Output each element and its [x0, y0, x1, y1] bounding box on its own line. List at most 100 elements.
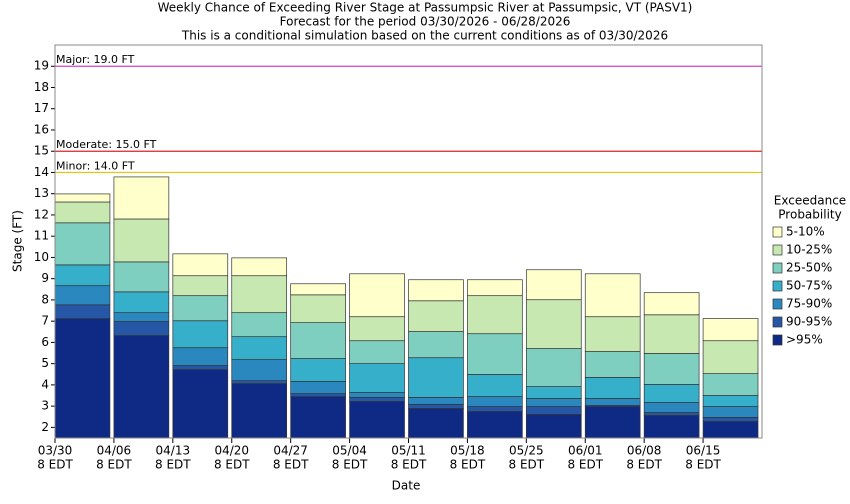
legend-label: 25-50%	[786, 261, 832, 275]
bar-segment	[54, 264, 111, 287]
x-tick-sublabel: 8 EDT	[214, 458, 250, 472]
bar-segment	[290, 283, 346, 296]
bar-segment	[113, 321, 170, 336]
bar-segment	[467, 333, 523, 375]
bar-segment	[54, 201, 111, 224]
threshold-label: Minor: 14.0 FT	[56, 159, 135, 172]
x-tick-sublabel: 8 EDT	[96, 458, 132, 472]
legend-title: Exceedance	[774, 194, 846, 208]
y-tick-label: 6	[41, 335, 49, 349]
bar-segment	[584, 273, 641, 318]
legend-label: 10-25%	[786, 243, 832, 257]
x-tick-label: 05/11	[391, 444, 426, 458]
bar-segment	[408, 331, 464, 359]
x-tick-label: 05/18	[450, 444, 485, 458]
bar-segment	[702, 406, 759, 418]
legend-label: >95%	[786, 333, 823, 347]
bar-segment	[54, 304, 111, 319]
bar-segment	[231, 380, 288, 384]
bar-segment	[467, 411, 523, 439]
bar-segment	[349, 363, 405, 393]
bar-segment	[231, 359, 288, 381]
x-tick-sublabel: 8 EDT	[155, 458, 191, 472]
y-tick-label: 12	[34, 207, 49, 221]
legend-label: 90-95%	[786, 315, 832, 329]
y-tick-label: 14	[34, 165, 49, 179]
bar-segment	[584, 406, 641, 439]
bar-segment	[113, 335, 170, 439]
bar-segment	[408, 408, 464, 439]
bar-segment	[349, 401, 405, 439]
bar-segment	[290, 381, 346, 394]
bar-segment	[702, 395, 759, 407]
bar-segment	[231, 275, 288, 314]
legend-swatch	[772, 316, 783, 328]
bar-segment	[349, 392, 405, 398]
bar-segment	[584, 316, 641, 352]
bar-segment	[172, 369, 229, 439]
y-tick-label: 17	[34, 101, 49, 115]
x-tick-label: 03/30	[38, 444, 73, 458]
bar-segment	[467, 279, 523, 297]
bar-segment	[643, 353, 700, 385]
y-tick-label: 13	[34, 186, 49, 200]
bar-segment	[584, 377, 641, 399]
x-tick-label: 04/06	[97, 444, 132, 458]
bar-segment	[643, 412, 700, 416]
x-tick-sublabel: 8 EDT	[37, 458, 73, 472]
x-tick-label: 06/01	[568, 444, 603, 458]
chart-note: This is a conditional simulation based o…	[181, 29, 668, 43]
bar-segment	[172, 253, 229, 277]
bar-segment	[525, 398, 582, 407]
legend-label: 5-10%	[786, 225, 825, 239]
bar-segment	[172, 320, 229, 349]
bar-segment	[54, 285, 111, 306]
legend-swatch	[772, 334, 783, 346]
bar-segment	[467, 374, 523, 397]
x-tick-sublabel: 8 EDT	[332, 458, 368, 472]
y-tick-label: 7	[41, 314, 49, 328]
bar-segment	[172, 347, 229, 366]
bar-segment	[290, 358, 346, 382]
bar-segment	[349, 273, 405, 318]
bar-segment	[172, 365, 229, 370]
x-tick-label: 06/08	[627, 444, 662, 458]
y-tick-label: 8	[41, 292, 49, 306]
legend-label: 50-75%	[786, 279, 832, 293]
x-tick-sublabel: 8 EDT	[626, 458, 662, 472]
legend-swatch	[772, 298, 783, 310]
x-tick-sublabel: 8 EDT	[685, 458, 721, 472]
x-tick-label: 04/27	[273, 444, 308, 458]
bar-segment	[349, 397, 405, 402]
bar-segment	[525, 386, 582, 399]
bar-segment	[113, 218, 170, 263]
bar-segment	[54, 222, 111, 266]
bar-segment	[643, 402, 700, 413]
x-tick-label: 04/20	[214, 444, 249, 458]
bar-segment	[113, 261, 170, 293]
y-tick-label: 3	[41, 399, 49, 413]
legend-label: 75-90%	[786, 297, 832, 311]
bar-segment	[643, 292, 700, 316]
bar-segment	[231, 336, 288, 360]
x-tick-label: 04/13	[156, 444, 191, 458]
bar-segment	[113, 291, 170, 314]
bar-segment	[525, 269, 582, 301]
y-tick-label: 5	[41, 356, 49, 370]
x-tick-label: 06/15	[686, 444, 721, 458]
bar-segment	[467, 295, 523, 335]
y-tick-label: 19	[34, 59, 49, 73]
bar-segment	[525, 414, 582, 439]
x-tick-label: 05/04	[332, 444, 367, 458]
bar-segment	[525, 299, 582, 349]
y-axis-label: Stage (FT)	[11, 210, 25, 272]
bar-segment	[349, 340, 405, 364]
y-tick-label: 11	[34, 229, 49, 243]
bar-segment	[290, 396, 346, 439]
y-tick-label: 4	[41, 377, 49, 391]
bar-segment	[349, 316, 405, 342]
bar-segment	[290, 393, 346, 397]
bar-segment	[231, 383, 288, 439]
bar-segment	[702, 373, 759, 396]
